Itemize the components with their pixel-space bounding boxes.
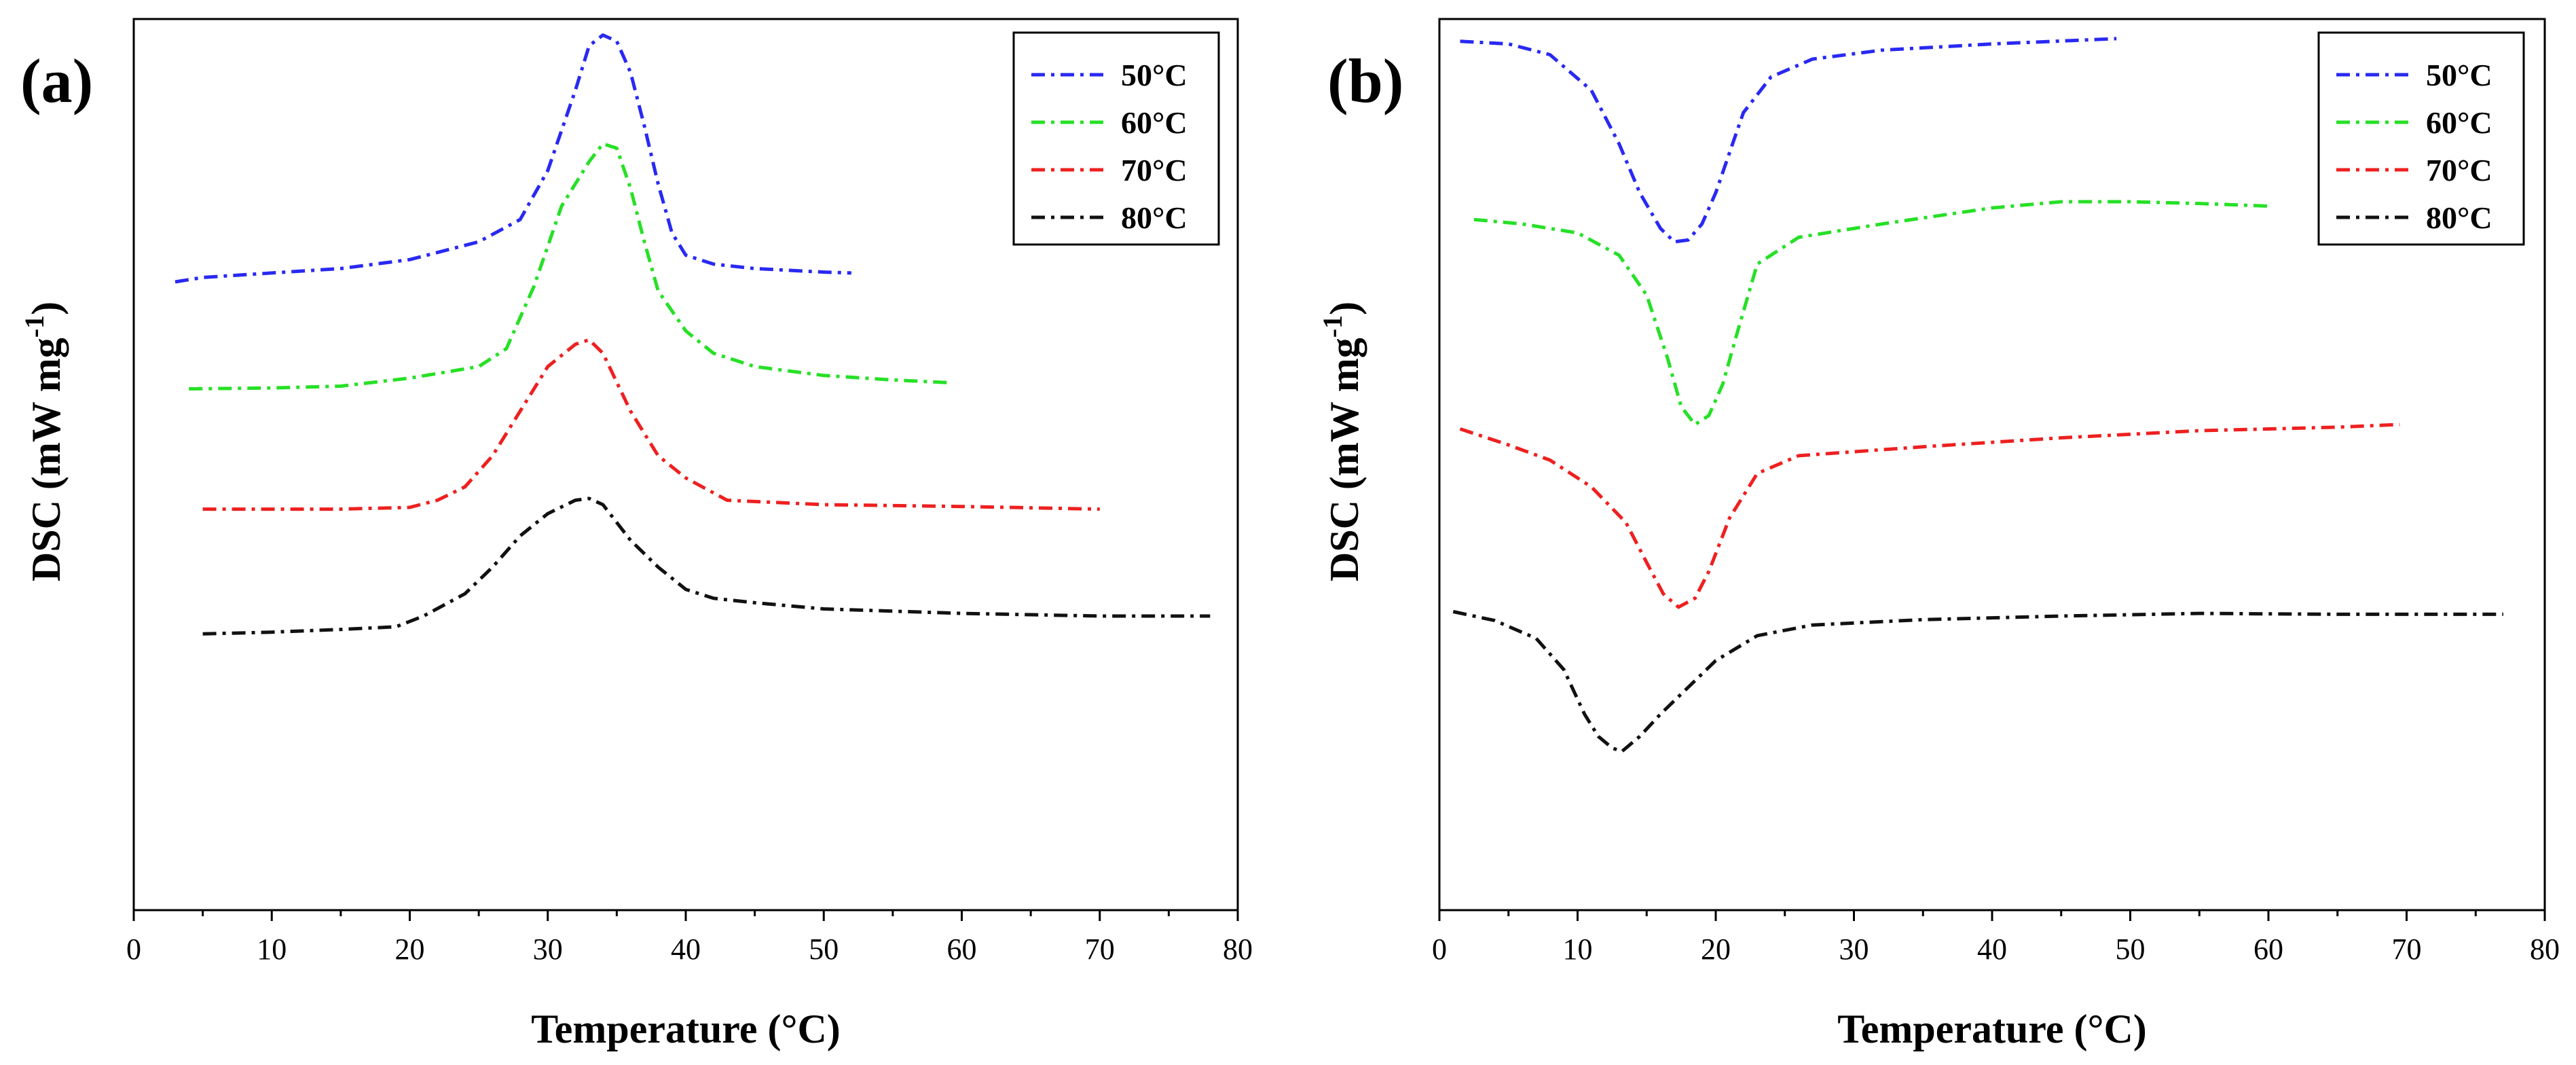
panel-b-series (1452, 37, 2503, 753)
panel-b-x-tick-label: 50 (2116, 933, 2146, 966)
panel-b-y-axis-title: DSC (mW mg-1) (1317, 302, 1367, 581)
panel-b-legend-box (2317, 31, 2525, 246)
panel-b-x-tick-label: 0 (1432, 933, 1447, 966)
panel-a-legend: 50°C 60°C 70°C 80°C (1012, 31, 1220, 246)
panel-a-legend-label-80c: 80°C (1121, 200, 1188, 235)
panel-a-x-tick-label: 70 (1085, 933, 1115, 966)
panel-a-x-ticks (132, 910, 1239, 921)
panel-a-x-tick-labels: 0 10 20 30 40 50 60 70 80 (126, 933, 1253, 966)
panel-b-x-axis-title: Temperature (°C) (1837, 1007, 2147, 1051)
panel-b-label: (b) (1327, 46, 1403, 115)
panel-a-legend-label-70c: 70°C (1121, 153, 1188, 187)
panel-b-x-tick-labels: 0 10 20 30 40 50 60 70 80 (1432, 933, 2560, 966)
panel-a-legend-label-60c: 60°C (1121, 105, 1188, 140)
panel-a-x-tick-label: 0 (126, 933, 141, 966)
panel-a-legend-box (1012, 31, 1220, 246)
panel-b-legend-label-60c: 60°C (2426, 105, 2492, 140)
panel-b-series-60c (1473, 200, 2269, 427)
panel-a: (a) 0 10 20 30 40 50 60 70 80 50°C 60°C 70°C 80°C T… (19, 18, 1253, 1051)
panel-b-x-tick-label: 20 (1701, 933, 1731, 966)
panel-a-x-tick-label: 30 (533, 933, 563, 966)
panel-b-legend-label-80c: 80°C (2426, 200, 2492, 235)
panel-b-x-ticks (1438, 910, 2546, 921)
panel-a-series-70c (202, 338, 1100, 511)
panel-b-x-tick-label: 10 (1563, 933, 1593, 966)
panel-b-x-tick-label: 70 (2392, 933, 2422, 966)
panel-a-x-tick-label: 40 (671, 933, 701, 966)
panel-a-x-tick-label: 10 (257, 933, 287, 966)
panel-a-x-tick-label: 80 (1223, 933, 1253, 966)
panel-a-x-axis-title: Temperature (°C) (531, 1007, 841, 1051)
panel-b-x-tick-label: 80 (2530, 933, 2560, 966)
panel-a-x-tick-label: 20 (395, 933, 425, 966)
panel-a-x-tick-label: 50 (809, 933, 839, 966)
panel-a-series-80c (202, 497, 1211, 636)
panel-b-legend-label-50c: 50°C (2426, 58, 2492, 92)
panel-a-y-axis-title: DSC (mW mg-1) (19, 302, 69, 581)
panel-b-x-tick-label: 30 (1839, 933, 1869, 966)
panel-a-legend-label-50c: 50°C (1121, 58, 1188, 92)
panel-a-legend-items: 50°C 60°C 70°C 80°C (1031, 58, 1188, 235)
panel-a-label: (a) (20, 46, 93, 115)
panel-b-legend-label-70c: 70°C (2426, 153, 2492, 187)
panel-b-series-80c (1452, 610, 2503, 753)
panel-a-series-60c (189, 142, 949, 391)
panel-a-x-tick-label: 60 (947, 933, 977, 966)
panel-b-series-50c (1460, 37, 2117, 244)
panel-a-series-50c (174, 33, 851, 284)
panel-b: (b) 0 10 20 30 40 50 60 70 80 50°C 60°C 70°C 80°C T… (1317, 18, 2560, 1051)
panel-b-legend: 50°C 60°C 70°C 80°C (2317, 31, 2525, 246)
panel-b-x-tick-label: 40 (1977, 933, 2007, 966)
panel-b-series-70c (1459, 422, 2400, 609)
panel-b-x-tick-label: 60 (2253, 933, 2283, 966)
panel-b-legend-items: 50°C 60°C 70°C 80°C (2336, 58, 2492, 235)
panel-a-series (174, 33, 1211, 636)
